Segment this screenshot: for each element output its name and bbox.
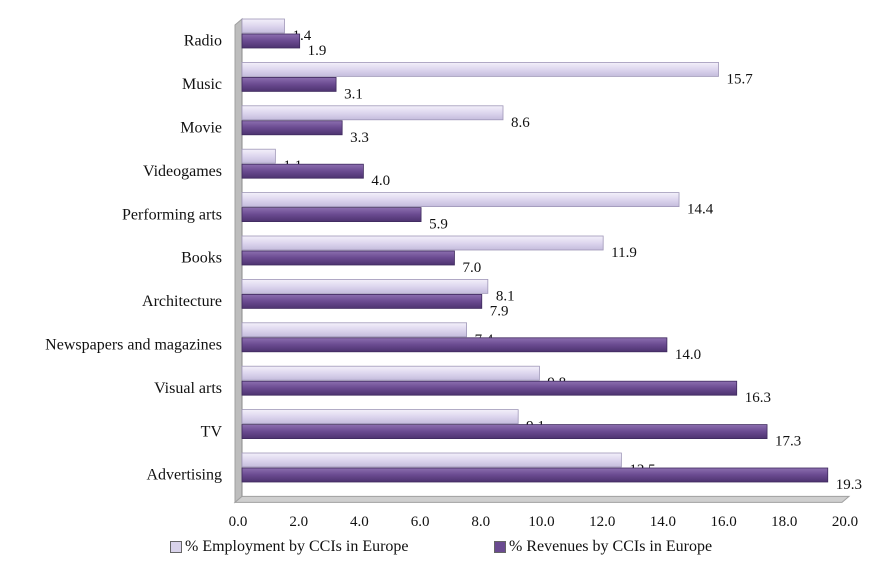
bar-revenues-radio [241,33,301,49]
bar-revenues-music [241,77,337,92]
category-label-videogames: Videogames [143,163,222,180]
bar-revenues-architecture [241,293,483,309]
value-label-revenues-performing-arts: 5.9 [429,217,448,233]
x-tick-label-4: 8.0 [471,514,490,530]
value-label-employment-music: 15.7 [726,71,753,87]
value-label-revenues-advertising: 19.3 [836,477,862,493]
category-label-books: Books [181,250,222,267]
bar-employment-newspapers-and-magazines [241,322,467,338]
category-label-advertising: Advertising [146,467,222,484]
bar-employment-music [241,62,719,77]
value-label-revenues-movie: 3.3 [350,130,369,146]
value-label-revenues-architecture: 7.9 [490,303,509,319]
value-label-employment-movie: 8.6 [511,115,530,131]
value-label-revenues-tv: 17.3 [775,434,801,450]
legend-item-revenues: % Revenues by CCIs in Europe [494,538,712,556]
legend-label-revenues: % Revenues by CCIs in Europe [509,538,713,555]
bar-revenues-newspapers-and-magazines [241,337,668,353]
legend-label-employment: % Employment by CCIs in Europe [185,538,409,555]
x-tick-label-8: 16.0 [710,514,736,530]
category-label-architecture: Architecture [142,293,222,310]
category-label-music: Music [182,76,222,93]
category-label-movie: Movie [180,120,222,137]
bar-revenues-tv [241,424,768,440]
value-label-revenues-newspapers-and-magazines: 14.0 [675,347,701,363]
bar-employment-tv [241,409,519,425]
bar-revenues-books [241,250,455,266]
x-tick-label-1: 2.0 [289,514,308,530]
value-label-revenues-visual-arts: 16.3 [745,390,771,406]
bar-revenues-movie [241,120,343,136]
bar-revenues-videogames [241,163,364,179]
bar-revenues-visual-arts [241,380,738,396]
x-tick-label-0: 0.0 [229,514,248,530]
chart-side-wall [234,17,243,504]
value-label-revenues-books: 7.0 [462,260,481,276]
x-tick-label-7: 14.0 [650,514,676,530]
bar-employment-architecture [241,278,489,294]
x-tick-label-5: 10.0 [528,514,554,530]
bar-employment-radio [241,18,285,34]
category-label-performing-arts: Performing arts [122,206,222,223]
x-tick-label-2: 4.0 [350,514,369,530]
bar-revenues-advertising [241,467,829,483]
x-tick-label-6: 12.0 [589,514,615,530]
x-tick-label-3: 6.0 [411,514,430,530]
category-label-radio: Radio [184,33,222,50]
legend-swatch-revenues [494,541,506,553]
value-label-revenues-music: 3.1 [344,86,363,102]
category-label-tv: TV [201,423,223,440]
legend-swatch-employment [170,541,182,553]
bar-employment-advertising [241,452,622,468]
bar-employment-books [241,235,604,251]
value-label-revenues-videogames: 4.0 [371,173,390,189]
x-tick-label-10: 20.0 [832,514,858,530]
bar-employment-visual-arts [241,365,540,381]
bar-revenues-performing-arts [241,207,422,223]
category-label-newspapers-and-magazines: Newspapers and magazines [45,337,222,354]
legend-item-employment: % Employment by CCIs in Europe [170,538,409,556]
value-label-revenues-radio: 1.9 [308,43,327,59]
bar-employment-movie [241,105,504,121]
chart-floor [233,495,851,503]
value-label-employment-performing-arts: 14.4 [687,202,714,218]
x-tick-label-9: 18.0 [771,514,797,530]
value-label-employment-books: 11.9 [611,245,637,261]
value-label-employment-architecture: 8.1 [496,288,515,304]
category-label-visual-arts: Visual arts [154,380,222,397]
bar-employment-performing-arts [241,192,680,208]
bar-employment-videogames [241,148,276,164]
legend: % Employment by CCIs in Europe % Revenue… [0,538,894,564]
